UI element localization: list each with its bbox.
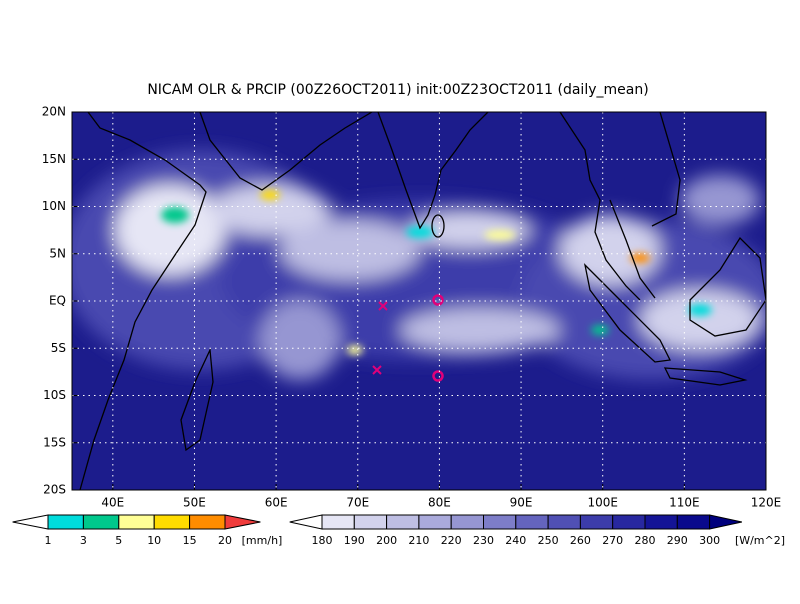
- colorbar-label: 190: [344, 534, 365, 547]
- colorbar-box: [353, 514, 388, 530]
- storm-markers: [372, 294, 444, 382]
- colorbar-end: [709, 514, 743, 530]
- lon-label: 50E: [183, 496, 206, 510]
- colorbars: 1 3 5 10 15 20 [mm/h] 180 190 200 210 220 230 240 250 2…: [12, 514, 785, 547]
- colorbar-label: 280: [635, 534, 656, 547]
- colorbar-unit: [mm/h]: [242, 534, 283, 547]
- colorbar-label: 290: [667, 534, 688, 547]
- colorbar-box: [450, 514, 485, 530]
- lat-label: 10N: [42, 199, 66, 213]
- colorbar-end: [224, 514, 261, 530]
- lon-label: 120E: [751, 496, 782, 510]
- colorbar-box: [386, 514, 420, 530]
- colorbar-label: 10: [147, 534, 161, 547]
- colorbar-box: [118, 514, 155, 530]
- colorbar-label: 220: [441, 534, 462, 547]
- lon-label: 80E: [428, 496, 451, 510]
- colorbar-box: [321, 514, 355, 530]
- lon-label: 110E: [669, 496, 700, 510]
- lat-label: 5S: [51, 341, 66, 355]
- colorbar-box: [547, 514, 581, 530]
- colorbar-label: 300: [699, 534, 720, 547]
- colorbar-label: 230: [473, 534, 494, 547]
- colorbar-label: 240: [505, 534, 526, 547]
- colorbar-box: [579, 514, 614, 530]
- lon-label: 60E: [265, 496, 288, 510]
- colorbar-label: 270: [602, 534, 623, 547]
- convection: [161, 190, 712, 355]
- lat-label: 15S: [43, 435, 66, 449]
- colorbar-box: [644, 514, 678, 530]
- colorbar-box: [612, 514, 646, 530]
- lon-label: 90E: [510, 496, 533, 510]
- map-frame: [71, 111, 767, 491]
- lon-label: 70E: [346, 496, 369, 510]
- colorbar-label: 260: [570, 534, 591, 547]
- lat-label: 5N: [49, 246, 66, 260]
- colorbar-box: [153, 514, 191, 530]
- colorbar-box: [676, 514, 711, 530]
- title: NICAM OLR & PRCIP (00Z26OCT2011) init:00…: [147, 82, 648, 98]
- colorbar-box: [47, 514, 84, 530]
- colorbar-unit: [W/m^2]: [735, 534, 785, 547]
- coastlines: [79, 112, 766, 490]
- lat-label: 10S: [43, 388, 66, 402]
- colorbar-label: 200: [376, 534, 397, 547]
- lon-label: 100E: [587, 496, 618, 510]
- colorbar-label: 1: [45, 534, 52, 547]
- lon-label: 40E: [101, 496, 124, 510]
- colorbar-label: 15: [183, 534, 197, 547]
- colorbar-box: [483, 514, 517, 530]
- colorbar-end: [12, 514, 49, 530]
- graticule: 20N 15N 10N 5N EQ 5S 10S 15S 20S 40E 50E 60E 70E 80E 9…: [42, 105, 782, 510]
- colorbar-label: 210: [408, 534, 429, 547]
- colorbar-label: 180: [312, 534, 333, 547]
- colorbar-end: [289, 514, 323, 530]
- lat-label: EQ: [49, 294, 66, 308]
- lat-label: 15N: [42, 152, 66, 166]
- colorbar-label: 250: [538, 534, 559, 547]
- colorbar-label: 20: [218, 534, 232, 547]
- colorbar-box: [189, 514, 226, 530]
- colorbar-label: 3: [80, 534, 87, 547]
- colorbar-box: [418, 514, 452, 530]
- colorbar-label: 5: [115, 534, 122, 547]
- lat-label: 20S: [43, 483, 66, 497]
- colorbar-box: [515, 514, 549, 530]
- colorbar-box: [82, 514, 120, 530]
- lat-label: 20N: [42, 105, 66, 119]
